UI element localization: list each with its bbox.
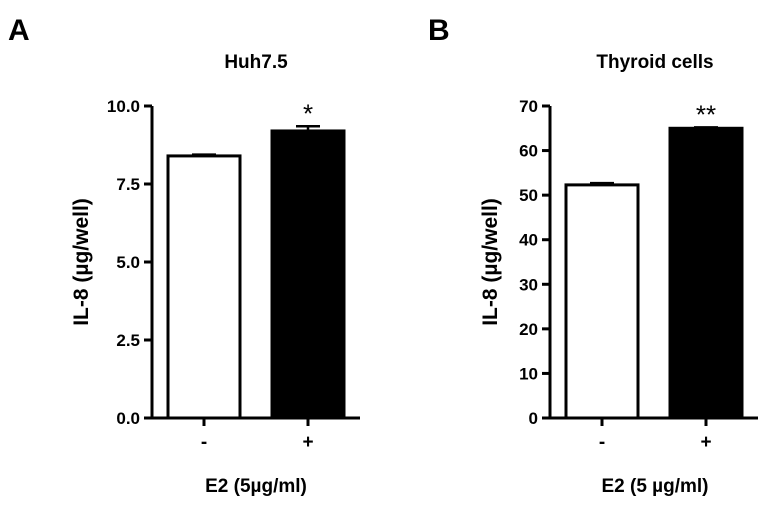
y-tick-label: 0 [529,409,538,428]
y-tick-label: 30 [519,275,538,294]
significance-marker: ** [696,99,716,129]
bars-a: * [166,98,346,420]
panel-letter-a: A [8,14,30,47]
significance-marker: * [303,98,313,128]
x-tick-label: - [599,432,605,453]
x-axis-label-a: E2 (5µg/ml) [205,476,307,497]
y-tick-label: 70 [519,97,538,116]
y-tick-label: 10.0 [107,97,140,116]
bar [564,183,640,420]
y-tick-label: 5.0 [116,253,140,272]
bar [166,154,242,420]
x-tick-label: + [700,432,711,453]
bars-b: ** [564,99,744,420]
chart-title-b: Thyroid cells [596,52,713,73]
y-ticks-a: 0.0 2.5 5.0 7.5 10.0 [107,97,152,428]
y-tick-label: 40 [519,231,538,250]
panel-letter-b: B [428,14,450,47]
bar [668,126,744,420]
panel-b: B Thyroid cells IL-8 (µg/well) E2 (5 µg/… [428,14,758,497]
y-tick-label: 50 [519,186,538,205]
x-ticks-b: - + [599,418,712,453]
y-tick-label: 60 [519,142,538,161]
x-axis-label-b: E2 (5 µg/ml) [601,476,708,497]
y-tick-label: 0.0 [116,409,140,428]
panel-a: A Huh7.5 IL-8 (µg/well) E2 (5µg/ml) 0.0 2… [8,14,360,497]
bar [270,129,346,420]
y-tick-label: 20 [519,320,538,339]
x-tick-label: - [201,432,207,453]
chart-title-a: Huh7.5 [224,52,288,73]
x-tick-label: + [302,432,313,453]
y-axis-label-b: IL-8 (µg/well) [479,198,502,326]
y-tick-label: 2.5 [116,331,140,350]
y-tick-label: 7.5 [116,175,140,194]
y-ticks-b: 0 10 20 30 40 50 60 70 [519,97,550,428]
y-tick-label: 10 [519,364,538,383]
y-axis-label-a: IL-8 (µg/well) [70,198,93,326]
x-ticks-a: - + [201,418,314,453]
